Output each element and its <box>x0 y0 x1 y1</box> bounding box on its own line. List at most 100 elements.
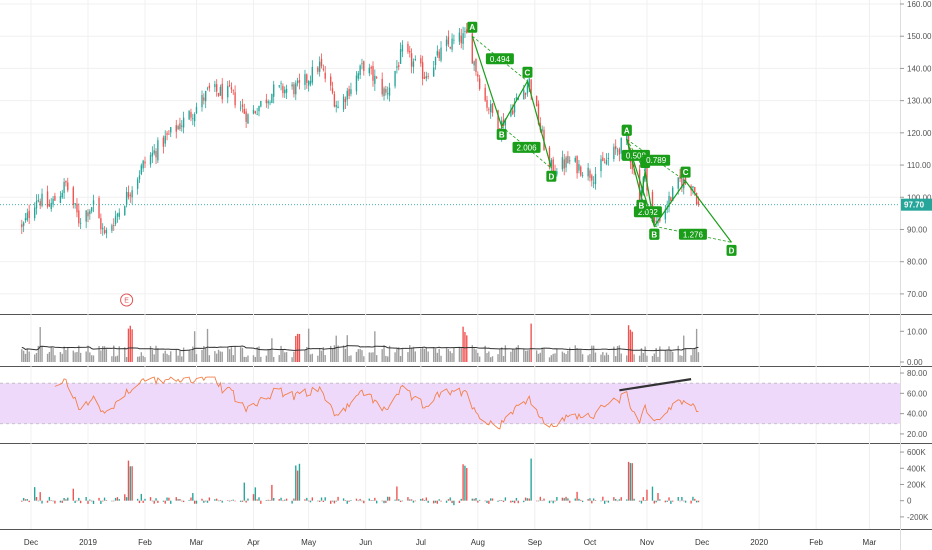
oscillator-bar <box>204 500 207 502</box>
volume-bar <box>324 355 326 362</box>
earnings-marker-icon[interactable] <box>120 293 134 307</box>
volume-bar <box>594 352 597 362</box>
candle-body <box>421 62 424 79</box>
volume-bar <box>254 356 257 362</box>
volume-bar <box>436 352 439 362</box>
candle-body <box>309 80 312 85</box>
volume-bar <box>638 355 641 362</box>
volume-bar <box>414 351 416 362</box>
volume-bar <box>181 356 183 362</box>
volume-bar <box>87 345 89 362</box>
volume-bar <box>421 347 424 362</box>
candle-body <box>515 97 518 101</box>
x-tick-label: Mar <box>190 538 204 547</box>
volume-bar <box>284 352 286 362</box>
candle-body <box>409 50 411 53</box>
volume-bar <box>140 352 143 362</box>
volume-bar <box>629 329 632 362</box>
volume-bar <box>574 345 576 362</box>
pattern-point-badge <box>546 170 557 182</box>
oscillator-bar <box>267 499 269 501</box>
oscillator-bar <box>320 497 323 501</box>
oscillator-bar <box>54 500 56 504</box>
oscillator-bar <box>284 499 286 501</box>
candle-body <box>615 146 617 150</box>
volume-bar <box>627 325 630 362</box>
candle-body <box>79 222 82 224</box>
pattern-leg <box>626 139 733 243</box>
candle-body <box>98 198 100 219</box>
volume-bar <box>89 352 91 362</box>
candle-body <box>602 157 604 161</box>
oscillator-bar <box>475 497 477 501</box>
oscillator-bar <box>144 498 146 501</box>
oscillator-bar <box>164 500 166 504</box>
volume-bar <box>410 347 413 362</box>
volume-bar <box>618 345 621 362</box>
candle-body <box>22 222 25 226</box>
candle-body <box>239 107 242 109</box>
oscillator-bar <box>140 493 143 501</box>
x-tick-label: Nov <box>640 538 654 547</box>
oscillator-bar <box>118 499 120 501</box>
candle-body <box>227 85 229 98</box>
volume-bar <box>260 356 262 362</box>
oscillator-bar <box>478 499 481 501</box>
candle-body <box>620 137 622 154</box>
volume-bar <box>175 348 177 362</box>
candle-body <box>464 31 466 32</box>
volume-bar <box>499 348 501 362</box>
candle-body <box>285 88 288 93</box>
volume-bar <box>554 353 556 362</box>
oscillator-bar <box>239 500 242 502</box>
volume-bar <box>589 353 591 362</box>
volume-bar <box>626 355 628 362</box>
volume-bar <box>655 348 657 362</box>
y-tick-label: 70.00 <box>907 290 928 299</box>
oscillator-bar <box>48 496 51 501</box>
volume-bar <box>85 351 87 362</box>
oscillator-bar <box>692 496 694 501</box>
candle-body <box>512 110 514 114</box>
volume-bar <box>670 350 672 362</box>
rsi-band <box>0 383 900 424</box>
volume-bar <box>501 347 503 362</box>
oscillator-bar <box>79 500 82 504</box>
oscillator-bar <box>592 498 595 501</box>
oscillator-bar <box>124 494 126 501</box>
candle-body <box>26 212 29 221</box>
volume-bar <box>350 355 352 362</box>
volume-bar <box>342 345 345 362</box>
oscillator-bar <box>539 496 542 501</box>
y-tick-label: 100.00 <box>907 193 932 202</box>
candle-body <box>655 220 657 222</box>
candle-body <box>284 89 286 94</box>
candle-body <box>304 74 306 85</box>
pattern-ratio-line <box>654 225 732 243</box>
oscillator-bar <box>528 498 530 501</box>
rsi-trendline[interactable] <box>619 378 692 392</box>
volume-y-axis: 10.00 0.00 <box>900 327 928 367</box>
volume-bar <box>445 348 448 362</box>
oscillator-bar <box>100 500 102 504</box>
candle-body <box>125 191 128 205</box>
oscillator-bar <box>388 496 391 501</box>
volume-bar <box>37 345 40 362</box>
volume-bar <box>193 331 196 362</box>
oscillator-bar <box>541 500 543 502</box>
pattern-point-badge <box>649 228 660 240</box>
oscillator-bar <box>190 497 192 501</box>
volume-bar <box>127 328 130 362</box>
volume-bar <box>517 345 519 362</box>
x-tick-label: Dec <box>24 538 38 547</box>
candle-body <box>394 70 396 87</box>
oscillator-bar <box>587 499 589 501</box>
oscillator-bar <box>436 500 439 504</box>
oscillator-bar <box>344 500 347 501</box>
pattern-point-label: A <box>469 23 475 32</box>
volume-bar <box>657 356 659 362</box>
volume-bar <box>550 355 553 362</box>
volume-bar <box>234 346 236 362</box>
candle-body <box>114 216 117 224</box>
